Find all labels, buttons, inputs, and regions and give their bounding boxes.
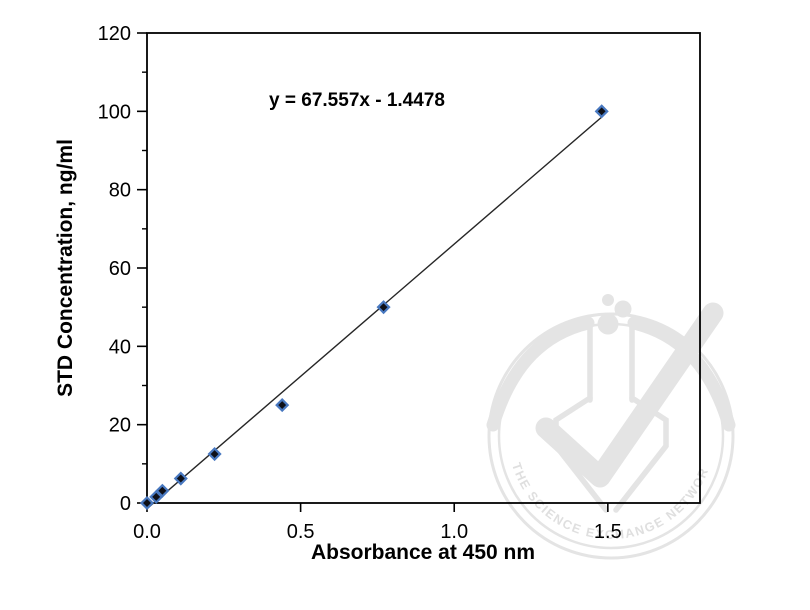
bubble-icon <box>597 313 619 335</box>
plot-area: 0 20 40 60 80 100 120 0.0 0.5 1.0 1.5 <box>98 23 701 543</box>
y-tick-label: 40 <box>109 336 131 358</box>
data-point <box>207 446 222 462</box>
y-tick-label: 120 <box>98 23 131 45</box>
x-axis-title: Absorbance at 450 nm <box>311 541 535 564</box>
data-point <box>139 495 155 511</box>
bubble-icon <box>614 300 632 318</box>
data-point <box>376 300 391 315</box>
data-point <box>275 398 290 413</box>
y-tick-label: 0 <box>120 493 131 515</box>
checkmark-icon <box>535 302 724 488</box>
data-point <box>155 483 170 498</box>
flask-highlight <box>514 338 581 401</box>
x-tick-label: 0.5 <box>287 521 315 543</box>
y-tick-label: 20 <box>109 415 131 437</box>
trendline <box>146 117 602 510</box>
x-tick-label: 1.0 <box>440 521 468 543</box>
data-point <box>594 104 609 119</box>
data-point <box>173 471 188 486</box>
y-tick-label: 60 <box>109 258 131 280</box>
y-tick-label: 100 <box>98 101 131 123</box>
y-axis-title: STD Concentration, ng/ml <box>54 139 77 397</box>
x-tick-label: 1.5 <box>594 521 622 543</box>
y-tick-label: 80 <box>109 180 131 202</box>
bubble-icon <box>602 294 614 306</box>
x-tick-label: 0.0 <box>133 521 161 543</box>
trendline-equation-label: y = 67.557x - 1.4478 <box>269 90 445 111</box>
